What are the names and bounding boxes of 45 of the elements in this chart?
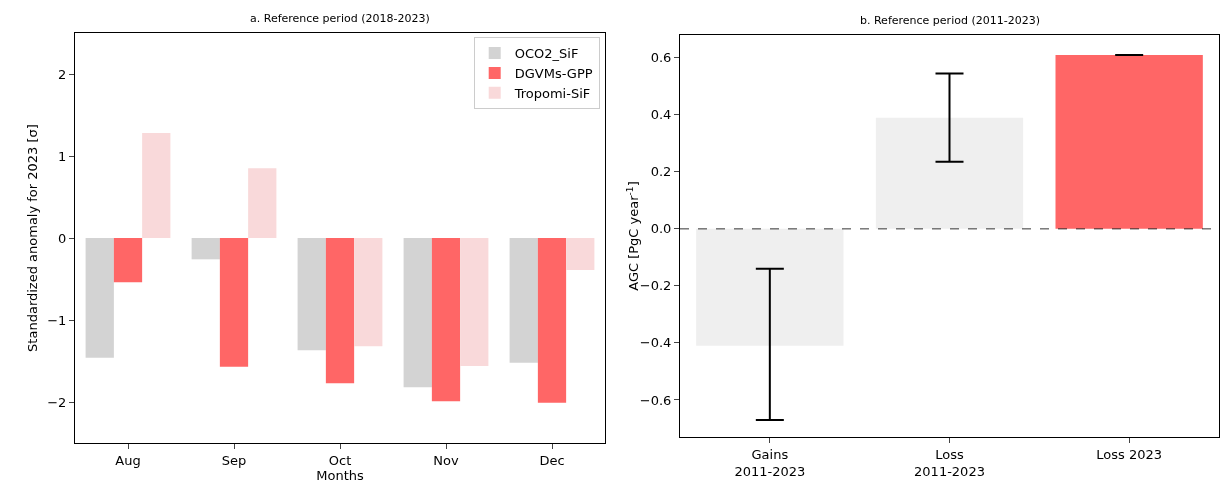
- y-tick-label: −2: [47, 394, 67, 410]
- x-tick-label: Loss 2023: [1096, 446, 1163, 462]
- bar: [325, 238, 355, 384]
- bar: [191, 238, 220, 260]
- bar: [403, 238, 432, 388]
- x-axis-title: Months: [316, 468, 364, 484]
- y-tick-label: 0.0: [650, 221, 672, 237]
- bar: [1055, 54, 1203, 229]
- bar: [113, 238, 143, 283]
- legend-label: DGVMs-GPP: [514, 66, 593, 82]
- bar: [460, 238, 489, 366]
- bar: [696, 228, 844, 346]
- bar: [219, 238, 249, 367]
- x-tick-label: Aug: [115, 452, 141, 468]
- y-tick-label: 0.4: [650, 107, 672, 123]
- y-tick-label: −0.2: [639, 278, 672, 294]
- x-tick-label: Sep: [221, 452, 247, 468]
- legend-label: Tropomi-SiF: [513, 85, 591, 101]
- bar: [354, 238, 383, 347]
- x-tick-label: Gains 2011-2023: [734, 446, 806, 479]
- bar: [142, 133, 171, 238]
- x-tick-label: Dec: [539, 452, 565, 468]
- bar: [85, 238, 114, 358]
- bar: [875, 117, 1024, 229]
- y-tick-label: 2: [58, 66, 67, 82]
- bar: [537, 238, 567, 403]
- chart-title: a. Reference period (2018-2023): [250, 12, 430, 25]
- y-tick-label: 0: [58, 230, 67, 246]
- chart-title: b. Reference period (2011-2023): [860, 14, 1040, 27]
- y-tick-label: −0.6: [639, 392, 672, 408]
- bar: [509, 238, 538, 363]
- bar: [431, 238, 461, 402]
- y-axis-title: Standardized anomaly for 2023 [σ]: [25, 124, 41, 352]
- y-tick-label: 0.6: [650, 50, 672, 66]
- y-tick-label: 1: [58, 148, 67, 164]
- bar: [297, 238, 326, 351]
- bar: [566, 238, 595, 270]
- x-tick-label: Oct: [328, 452, 352, 468]
- y-tick-label: −1: [47, 312, 67, 328]
- y-tick-label: 0.2: [650, 164, 672, 180]
- legend-label: OCO2_SiF: [514, 46, 579, 62]
- x-tick-label: Loss 2011-2023: [914, 446, 985, 479]
- x-tick-label: Nov: [433, 452, 459, 468]
- bar: [248, 168, 277, 238]
- y-tick-label: −0.4: [639, 335, 672, 351]
